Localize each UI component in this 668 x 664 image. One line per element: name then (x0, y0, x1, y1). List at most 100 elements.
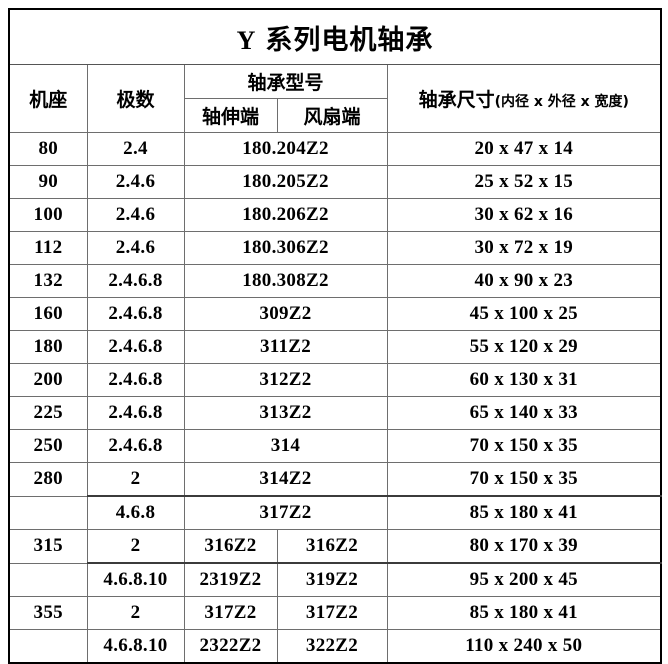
table-row: 225 2.4.6.8 313Z2 65 x 140 x 33 (8, 396, 662, 430)
header-dimension-sub: (内径 x 外径 x 宽度) (494, 94, 629, 110)
cell-fan-end: 319Z2 (276, 562, 388, 597)
cell-frame: 90 (8, 165, 88, 199)
cell-model: 309Z2 (183, 297, 388, 331)
cell-model: 180.308Z2 (183, 264, 388, 298)
cell-shaft-end: 2322Z2 (183, 629, 278, 664)
cell-frame: 250 (8, 429, 88, 463)
table-row: 315 2 316Z2 316Z2 80 x 170 x 39 (8, 529, 662, 564)
header-dimension: 轴承尺寸(内径 x 外径 x 宽度) (386, 64, 662, 133)
cell-dimension: 20 x 47 x 14 (386, 132, 662, 166)
table-row: 80 2.4 180.204Z2 20 x 47 x 14 (8, 132, 662, 166)
title-text: 系列电机轴承 (265, 24, 434, 55)
cell-pole: 2.4.6.8 (86, 330, 185, 364)
cell-frame: 100 (8, 198, 88, 232)
cell-frame: 132 (8, 264, 88, 298)
cell-model: 314Z2 (183, 462, 388, 497)
cell-model: 317Z2 (183, 495, 388, 530)
page-title: Y 系列电机轴承 (8, 8, 662, 65)
cell-pole: 2.4.6 (86, 165, 185, 199)
cell-frame: 225 (8, 396, 88, 430)
cell-pole: 4.6.8 (86, 495, 185, 530)
cell-pole: 4.6.8.10 (86, 562, 185, 597)
table-row: 90 2.4.6 180.205Z2 25 x 52 x 15 (8, 165, 662, 199)
cell-dimension: 60 x 130 x 31 (386, 363, 662, 397)
cell-pole: 2 (86, 596, 185, 630)
cell-pole: 2.4.6 (86, 198, 185, 232)
cell-pole: 2.4.6.8 (86, 264, 185, 298)
cell-model: 180.306Z2 (183, 231, 388, 265)
cell-pole: 2.4.6.8 (86, 297, 185, 331)
cell-frame: 280 (8, 462, 88, 497)
cell-fan-end: 322Z2 (276, 629, 388, 664)
cell-model: 180.204Z2 (183, 132, 388, 166)
cell-frame (8, 496, 88, 530)
table-row: 100 2.4.6 180.206Z2 30 x 62 x 16 (8, 198, 662, 232)
header-row-primary: 机座 极数 轴承型号 轴承尺寸(内径 x 外径 x 宽度) (8, 64, 662, 133)
header-frame: 机座 (8, 64, 88, 133)
cell-shaft-end: 316Z2 (183, 529, 278, 564)
table-row: 4.6.8 317Z2 85 x 180 x 41 (8, 495, 662, 530)
cell-dimension: 30 x 72 x 19 (386, 231, 662, 265)
cell-shaft-end: 2319Z2 (183, 562, 278, 597)
cell-dimension: 80 x 170 x 39 (386, 529, 662, 564)
cell-shaft-end: 317Z2 (183, 596, 278, 630)
cell-dimension: 85 x 180 x 41 (386, 596, 662, 630)
cell-model: 314 (183, 429, 388, 463)
cell-pole: 2.4 (86, 132, 185, 166)
cell-pole: 2.4.6.8 (86, 429, 185, 463)
cell-model: 180.206Z2 (183, 198, 388, 232)
cell-dimension: 95 x 200 x 45 (386, 562, 662, 597)
table-row: 4.6.8.10 2319Z2 319Z2 95 x 200 x 45 (8, 562, 662, 597)
table-row: 132 2.4.6.8 180.308Z2 40 x 90 x 23 (8, 264, 662, 298)
table-row: 180 2.4.6.8 311Z2 55 x 120 x 29 (8, 330, 662, 364)
cell-frame: 200 (8, 363, 88, 397)
sheet: Y 系列电机轴承 机座 极数 轴承型号 轴承尺寸(内径 x 外径 x 宽度) 轴伸… (8, 8, 663, 664)
table-row: 355 2 317Z2 317Z2 85 x 180 x 41 (8, 596, 662, 630)
header-model-group: 轴承型号 (183, 64, 388, 99)
cell-pole: 2.4.6 (86, 231, 185, 265)
cell-dimension: 40 x 90 x 23 (386, 264, 662, 298)
table-row: 160 2.4.6.8 309Z2 45 x 100 x 25 (8, 297, 662, 331)
cell-model: 313Z2 (183, 396, 388, 430)
cell-dimension: 85 x 180 x 41 (386, 495, 662, 530)
header-shaft-end: 轴伸端 (183, 98, 278, 133)
cell-frame (8, 563, 88, 597)
cell-dimension: 70 x 150 x 35 (386, 462, 662, 497)
cell-dimension: 55 x 120 x 29 (386, 330, 662, 364)
cell-model: 311Z2 (183, 330, 388, 364)
header-dimension-main: 轴承尺寸 (418, 89, 495, 111)
bearing-table: Y 系列电机轴承 机座 极数 轴承型号 轴承尺寸(内径 x 外径 x 宽度) 轴伸… (8, 8, 663, 664)
title-series-letter: Y (236, 25, 257, 55)
cell-frame: 112 (8, 231, 88, 265)
table-row: 200 2.4.6.8 312Z2 60 x 130 x 31 (8, 363, 662, 397)
cell-frame: 180 (8, 330, 88, 364)
cell-frame (8, 629, 88, 664)
cell-dimension: 25 x 52 x 15 (386, 165, 662, 199)
cell-pole: 2.4.6.8 (86, 396, 185, 430)
cell-dimension: 30 x 62 x 16 (386, 198, 662, 232)
table-row: 112 2.4.6 180.306Z2 30 x 72 x 19 (8, 231, 662, 265)
cell-fan-end: 317Z2 (276, 596, 388, 630)
header-fan-end: 风扇端 (276, 98, 388, 133)
cell-pole: 2 (86, 529, 185, 564)
cell-fan-end: 316Z2 (276, 529, 388, 564)
table-row: 4.6.8.10 2322Z2 322Z2 110 x 240 x 50 (8, 629, 662, 664)
cell-frame: 160 (8, 297, 88, 331)
header-row-secondary: 轴伸端 风扇端 (9, 98, 661, 133)
title-row: Y 系列电机轴承 (8, 8, 662, 65)
cell-frame: 355 (8, 596, 88, 630)
cell-pole: 2 (86, 462, 185, 497)
cell-dimension: 65 x 140 x 33 (386, 396, 662, 430)
cell-model: 312Z2 (183, 363, 388, 397)
cell-model: 180.205Z2 (183, 165, 388, 199)
cell-pole: 2.4.6.8 (86, 363, 185, 397)
header-pole: 极数 (86, 64, 185, 133)
cell-dimension: 45 x 100 x 25 (386, 297, 662, 331)
table-row: 250 2.4.6.8 314 70 x 150 x 35 (8, 429, 662, 463)
cell-pole: 4.6.8.10 (86, 629, 185, 664)
cell-frame: 80 (8, 132, 88, 166)
cell-dimension: 70 x 150 x 35 (386, 429, 662, 463)
cell-frame: 315 (8, 529, 88, 564)
cell-dimension: 110 x 240 x 50 (386, 629, 662, 664)
table-row: 280 2 314Z2 70 x 150 x 35 (8, 462, 662, 497)
